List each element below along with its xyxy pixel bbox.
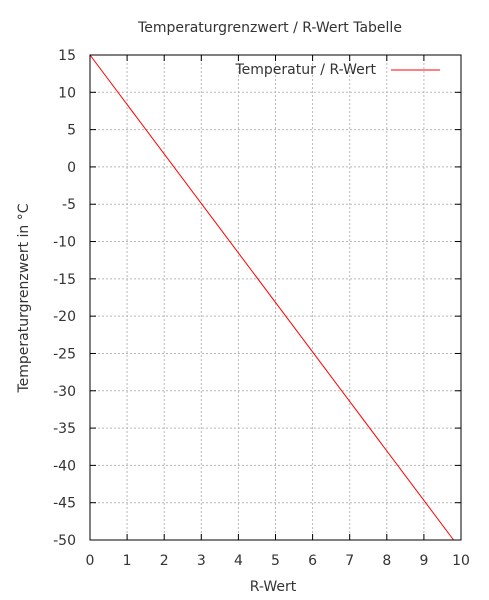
y-tick-label: 0 <box>67 160 76 176</box>
x-tick-label: 8 <box>382 553 391 569</box>
y-tick-label: -5 <box>62 197 76 213</box>
series-lines <box>89 54 454 541</box>
x-tick-label: 6 <box>308 553 317 569</box>
y-tick-label: 15 <box>58 48 76 64</box>
series-line <box>89 54 454 541</box>
legend-label: Temperatur / R-Wert <box>234 62 376 78</box>
grid <box>90 55 461 540</box>
x-axis-label: R-Wert <box>250 579 297 595</box>
x-tick-label: 7 <box>345 553 354 569</box>
y-tick-label: 10 <box>58 85 76 101</box>
y-tick-label: -10 <box>53 235 76 251</box>
legend: Temperatur / R-Wert <box>234 62 440 78</box>
y-tick-label: -45 <box>53 496 76 512</box>
x-tick-label: 9 <box>419 553 428 569</box>
x-tick-label: 2 <box>160 553 169 569</box>
y-tick-label: -40 <box>53 458 76 474</box>
plot-frame <box>89 54 462 541</box>
x-tick-label: 1 <box>123 553 132 569</box>
y-tick-label: -35 <box>53 421 76 437</box>
x-tick-label: 3 <box>197 553 206 569</box>
y-axis-label: Temperaturgrenzwert in °C <box>16 203 32 393</box>
y-tick-label: -50 <box>53 533 76 549</box>
y-tick-label: -15 <box>53 272 76 288</box>
y-tick-label: -25 <box>53 346 76 362</box>
x-tick-label: 5 <box>271 553 280 569</box>
y-tick-label: -20 <box>53 309 76 325</box>
x-tick-label: 10 <box>452 553 470 569</box>
x-tick-label: 4 <box>234 553 243 569</box>
chart-title: Temperaturgrenzwert / R-Wert Tabelle <box>137 20 402 36</box>
y-tick-label: 5 <box>67 123 76 139</box>
axis-ticks: 0 1 2 3 4 5 6 7 8 9 10 15 10 5 0 -5 -10 -15 -20 -25 -30 -35 -4… <box>53 48 470 569</box>
y-tick-label: -30 <box>53 384 76 400</box>
x-tick-label: 0 <box>86 553 95 569</box>
